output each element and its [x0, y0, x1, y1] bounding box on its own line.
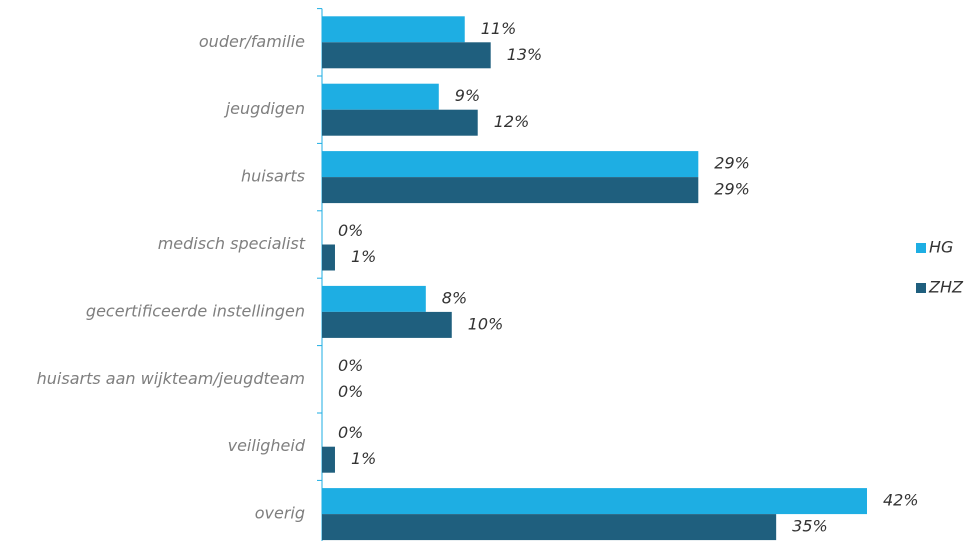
value-label: 13%: [507, 45, 543, 64]
value-label: 29%: [714, 180, 750, 199]
value-label: 1%: [351, 247, 376, 266]
value-label: 0%: [338, 382, 363, 401]
legend-swatch: [916, 283, 926, 293]
category-label: huisarts aan wijkteam/jeugdteam: [37, 369, 305, 388]
category-label: gecertificeerde instellingen: [86, 301, 305, 320]
value-label: 8%: [442, 288, 467, 307]
category-label: ouder/familie: [199, 32, 305, 51]
value-label: 0%: [338, 221, 363, 240]
bar: [322, 285, 426, 312]
bar: [322, 177, 699, 204]
value-label: 0%: [338, 423, 363, 442]
value-label: 0%: [338, 356, 363, 375]
bar: [322, 42, 491, 69]
bar: [322, 151, 699, 178]
bar: [322, 109, 478, 136]
category-label: medisch specialist: [158, 234, 306, 253]
value-label: 42%: [883, 491, 919, 510]
value-label: 11%: [481, 19, 517, 38]
bar: [322, 16, 465, 43]
legend-label: ZHZ: [928, 278, 964, 297]
bar: [322, 514, 777, 541]
value-label: 29%: [714, 154, 750, 173]
category-label: jeugdigen: [224, 99, 305, 118]
value-label: 1%: [351, 449, 376, 468]
legend-label: HG: [929, 238, 953, 257]
value-label: 12%: [494, 112, 530, 131]
category-label: veiligheid: [228, 436, 306, 455]
legend-swatch: [916, 243, 926, 253]
category-label: huisarts: [241, 167, 305, 186]
value-label: 35%: [792, 517, 828, 536]
bar: [322, 488, 867, 515]
value-label: 10%: [468, 314, 504, 333]
value-label: 9%: [455, 86, 480, 105]
bar: [322, 311, 452, 338]
bar: [322, 446, 335, 473]
category-label: overig: [255, 504, 305, 523]
bar: [322, 83, 439, 110]
bar: [322, 244, 335, 271]
